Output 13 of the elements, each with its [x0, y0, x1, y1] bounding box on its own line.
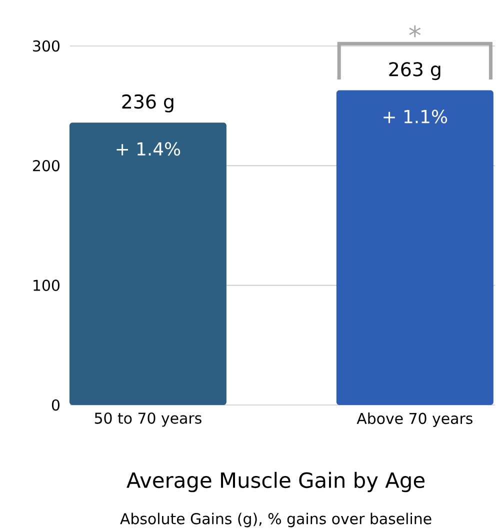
x-tick-label: 50 to 70 years [94, 412, 202, 427]
x-tick-label: Above 70 years [356, 412, 472, 427]
text: Absolute Gains (g), % gains over baseline [120, 512, 432, 528]
y-tick-label: 300 [33, 40, 60, 52]
data-label: 236 g [122, 94, 174, 112]
y-tick-label: 100 [34, 280, 60, 291]
annotation: + 1.1% [384, 110, 448, 124]
y-tick-label: 0 [52, 399, 60, 411]
text: * [409, 25, 421, 38]
annotation: + 1.4% [116, 142, 180, 156]
data-label: 263 g [389, 62, 440, 80]
text: Average Muscle Gain by Age [126, 472, 424, 492]
y-tick-label: 200 [33, 160, 60, 172]
